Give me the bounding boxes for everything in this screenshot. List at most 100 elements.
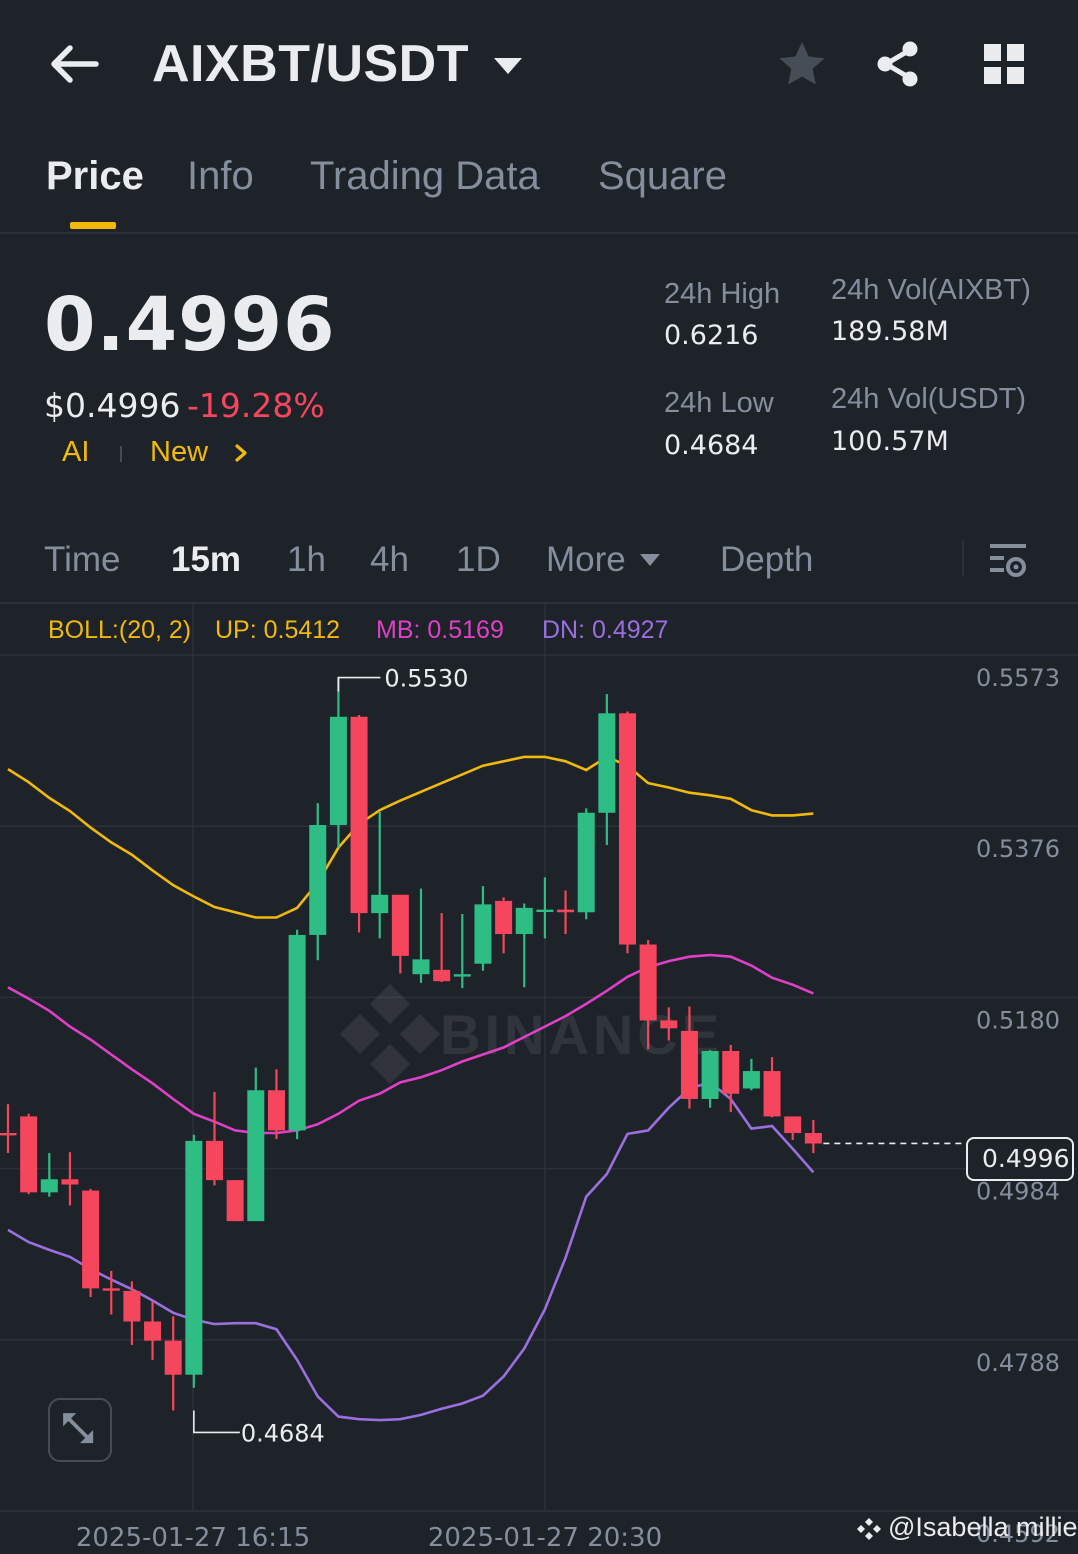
tab-bar: Price Info Trading Data Square — [0, 140, 1078, 234]
candle-body — [577, 812, 595, 913]
chart-canvas[interactable]: BINANCE 0.55730.53760.51800.49840.47880.… — [0, 604, 1078, 1554]
candle — [639, 940, 657, 1050]
vol-base-label: 24h Vol(AIXBT) — [831, 274, 1031, 306]
candle — [102, 1270, 120, 1315]
candle-body — [701, 1050, 719, 1099]
candle — [267, 1069, 285, 1140]
candle-body — [763, 1071, 781, 1117]
candle — [536, 877, 554, 939]
candle-body — [804, 1133, 822, 1144]
candle — [309, 803, 327, 961]
tag-ai[interactable]: AI — [62, 436, 90, 468]
candle-body — [412, 959, 430, 975]
candle-body — [40, 1179, 58, 1193]
candle — [350, 715, 368, 933]
candle-body — [329, 716, 347, 825]
candle-body — [102, 1288, 120, 1291]
candle — [61, 1152, 79, 1206]
back-arrow-icon[interactable] — [46, 38, 102, 90]
share-icon[interactable] — [872, 38, 924, 90]
candle-body — [557, 909, 575, 913]
candle-body — [619, 713, 636, 945]
candle-body — [660, 1020, 678, 1029]
candle-body — [288, 934, 306, 1131]
candle-body — [247, 1090, 265, 1222]
candle-body — [639, 944, 657, 1021]
interval-more[interactable]: More — [546, 540, 626, 579]
chevron-down-icon[interactable] — [490, 50, 526, 80]
candle-body — [267, 1090, 285, 1131]
y-tick-label: 0.5376 — [976, 835, 1060, 863]
candle — [123, 1281, 141, 1346]
tab-info[interactable]: Info — [187, 154, 254, 198]
x-tick-label: 2025-01-27 20:30 — [428, 1523, 662, 1553]
tab-square[interactable]: Square — [598, 154, 727, 198]
min-price-label: 0.4684 — [241, 1419, 325, 1447]
candle-body — [453, 974, 471, 977]
candle — [40, 1153, 58, 1197]
candle-body — [742, 1071, 760, 1089]
low-value: 0.4684 — [664, 430, 759, 461]
boll-bands — [7, 755, 815, 1422]
candle — [391, 894, 409, 974]
candle — [763, 1057, 781, 1118]
watermark-layer: BINANCE — [340, 984, 723, 1084]
candlestick-chart[interactable]: BINANCE 0.5573 0.5376 0.5180 0.4984 0.4788 0.… — [0, 604, 1078, 1554]
candle-body — [82, 1190, 100, 1289]
chart-labels: 0.5573 0.5376 0.5180 0.4984 0.4788 0.4592 2025… — [76, 664, 1060, 1553]
candle-body — [164, 1340, 182, 1375]
star-icon[interactable] — [776, 38, 828, 90]
y-tick-label: 0.4788 — [976, 1349, 1060, 1377]
fullscreen-button[interactable] — [48, 1398, 112, 1462]
more-caret-icon[interactable] — [638, 552, 662, 568]
tag-new[interactable]: New — [150, 436, 209, 468]
candle-body — [226, 1180, 244, 1222]
vol-quote-label: 24h Vol(USDT) — [831, 383, 1027, 415]
candle-body — [144, 1321, 162, 1341]
chevron-right-icon[interactable] — [232, 443, 250, 463]
low-label: 24h Low — [664, 387, 774, 419]
interval-divider — [962, 540, 964, 576]
candle — [515, 903, 533, 988]
candle — [680, 1006, 698, 1109]
interval-1h[interactable]: 1h — [287, 540, 326, 579]
candle — [598, 694, 616, 846]
y-tick-label: 0.4592 — [976, 1520, 1060, 1548]
candle — [185, 1134, 203, 1388]
candle-body — [350, 716, 368, 914]
candle — [433, 913, 451, 983]
candle-body — [391, 894, 409, 956]
candle — [495, 897, 513, 954]
candle-body — [680, 1030, 698, 1099]
x-tick-label: 2025-01-27 16:15 — [76, 1523, 310, 1553]
watermark-word: BINANCE — [440, 1003, 723, 1066]
interval-1d[interactable]: 1D — [456, 540, 501, 579]
interval-4h[interactable]: 4h — [370, 540, 409, 579]
candle — [722, 1044, 740, 1113]
candle-body — [722, 1050, 740, 1094]
high-label: 24h High — [664, 278, 781, 310]
candle-body — [20, 1116, 38, 1193]
candle — [0, 1104, 17, 1154]
pair-title[interactable]: AIXBT/USDT — [152, 35, 469, 93]
candle-body — [206, 1140, 223, 1181]
grid-icon[interactable] — [980, 40, 1028, 88]
y-tick-label: 0.4984 — [976, 1178, 1060, 1206]
candle — [619, 711, 636, 954]
usd-price: $0.4996 — [44, 386, 181, 425]
candle-body — [61, 1179, 79, 1185]
candle — [453, 913, 471, 989]
min-marker-line — [193, 1410, 240, 1434]
candle — [412, 888, 430, 983]
interval-depth[interactable]: Depth — [720, 540, 814, 579]
tab-price[interactable]: Price — [46, 154, 144, 198]
last-price: 0.4996 — [44, 282, 336, 368]
interval-time[interactable]: Time — [44, 540, 121, 579]
candle — [371, 811, 389, 939]
tab-trading-data[interactable]: Trading Data — [310, 154, 540, 198]
candle — [82, 1188, 100, 1298]
interval-15m[interactable]: 15m — [171, 540, 242, 579]
candle — [557, 890, 575, 935]
chart-settings-icon[interactable] — [986, 540, 1030, 582]
candle-body — [371, 894, 389, 914]
